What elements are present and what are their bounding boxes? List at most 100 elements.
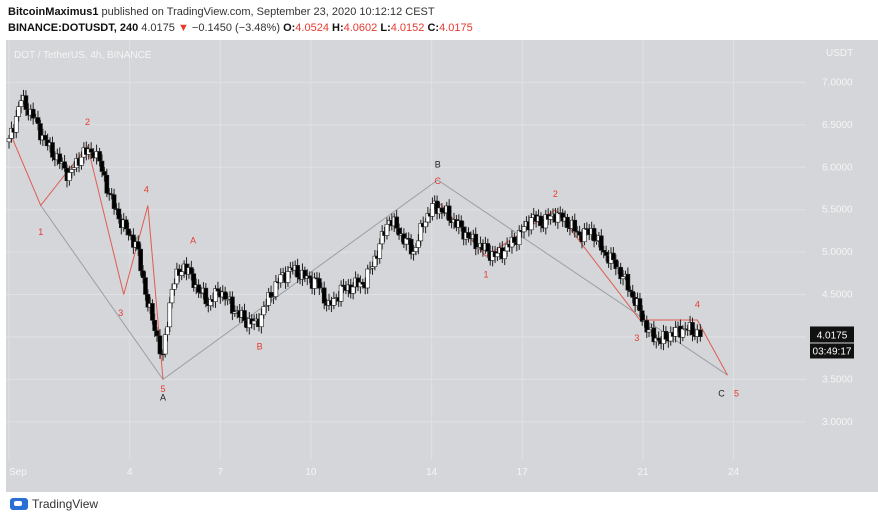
- time-axis[interactable]: Sep 4 7 10 14 17 21 24: [9, 467, 740, 478]
- candle-body: [18, 100, 24, 107]
- wave-label: 5: [734, 388, 739, 398]
- candle-body: [69, 169, 75, 173]
- candle-body: [150, 303, 155, 321]
- candle-body: [680, 328, 686, 338]
- time-tick-label: 17: [517, 467, 529, 478]
- candle-body: [528, 217, 534, 231]
- c-label: C:: [427, 22, 440, 34]
- price-axis-background: [806, 40, 878, 492]
- candle-body: [625, 273, 631, 291]
- candle-body: [321, 287, 327, 304]
- change-value: −0.1450 (−3.48%): [191, 22, 280, 34]
- price-tick-label: 6.0000: [822, 162, 853, 173]
- candle-body: [196, 284, 201, 293]
- wave-line: [11, 137, 164, 380]
- time-axis-background: [6, 460, 806, 492]
- candle-body: [338, 284, 344, 302]
- time-tick-label: Sep: [9, 467, 27, 478]
- candle-body: [690, 322, 695, 336]
- wave-label: 1: [483, 270, 488, 280]
- candle-body: [138, 248, 143, 272]
- time-tick-label: 7: [218, 467, 224, 478]
- candles: [6, 89, 703, 361]
- time-tick-label: 10: [305, 467, 317, 478]
- candle-body: [79, 156, 84, 166]
- candle-body: [646, 329, 652, 333]
- candle-body: [599, 235, 604, 251]
- h-label: H:: [332, 22, 344, 34]
- candle-body: [169, 289, 175, 304]
- candle-body: [663, 331, 669, 340]
- wave-label: 3: [634, 333, 639, 343]
- footer: TradingView: [0, 492, 878, 516]
- o-label: O:: [283, 22, 296, 34]
- wave-label: 1: [38, 227, 43, 237]
- time-tick-label: 4: [127, 467, 133, 478]
- candle-body: [538, 215, 544, 226]
- time-tick-label: 24: [728, 467, 740, 478]
- candle-body: [143, 277, 148, 295]
- candle-body: [172, 283, 177, 290]
- candle-body: [278, 274, 284, 284]
- candle-body: [331, 298, 337, 306]
- candle-body: [466, 232, 471, 239]
- candle-body: [251, 320, 257, 325]
- candle-body: [135, 241, 141, 250]
- candle-body: [152, 320, 157, 331]
- candle-body: [261, 306, 267, 316]
- candle-body: [502, 250, 508, 260]
- candle-body: [285, 271, 291, 283]
- wave-label: 2: [85, 117, 90, 127]
- candle-body: [99, 160, 105, 172]
- author-name[interactable]: BitcoinMaximus1: [8, 6, 99, 18]
- candle-body: [411, 251, 416, 255]
- wave-label: 3: [118, 308, 123, 318]
- candle-body: [548, 215, 553, 220]
- candle-body: [516, 230, 522, 245]
- candle-body: [111, 194, 117, 209]
- wave-label: A: [190, 236, 196, 246]
- candle-body: [162, 334, 168, 355]
- wave-label: B: [435, 159, 441, 169]
- brand-name: TradingView: [32, 497, 99, 511]
- tradingview-icon: [10, 498, 28, 510]
- wave-label: A: [160, 393, 166, 403]
- price-tick-label: 7.0000: [822, 77, 853, 88]
- price-tick-label: 4.5000: [822, 290, 853, 301]
- candle-body: [203, 287, 209, 305]
- wave-label: B: [257, 342, 263, 352]
- candle-body: [16, 106, 21, 117]
- tradingview-logo[interactable]: TradingView: [10, 497, 98, 511]
- candle-body: [565, 216, 570, 228]
- time-tick-label: 14: [426, 467, 438, 478]
- wave-label: C: [718, 388, 725, 398]
- candle-body: [572, 219, 578, 232]
- candle-body: [42, 135, 48, 141]
- wave-label: 2: [553, 189, 558, 199]
- candle-body: [30, 108, 36, 119]
- candle-body: [394, 216, 399, 229]
- wave-label: 4: [144, 185, 149, 195]
- price-axis[interactable]: 3.00003.50004.00004.50005.00005.50006.00…: [822, 77, 853, 427]
- candle-body: [512, 236, 517, 243]
- candle-body: [416, 240, 421, 248]
- candle-body: [295, 265, 300, 278]
- candle-body: [637, 298, 643, 312]
- candle-body: [215, 288, 221, 292]
- candle-body: [126, 228, 131, 236]
- candle-body: [179, 271, 184, 276]
- candle-body: [413, 247, 419, 252]
- candle-body: [582, 228, 587, 243]
- price-tick-label: 3.0000: [822, 417, 853, 428]
- candle-body: [230, 296, 235, 314]
- candle-body: [577, 231, 582, 236]
- last-price-value: 4.0175: [817, 330, 848, 341]
- candle-body: [259, 314, 264, 328]
- candle-body: [23, 95, 29, 110]
- candle-body: [377, 243, 383, 259]
- candle-body: [673, 327, 678, 337]
- down-arrow-icon: ▼: [177, 22, 189, 34]
